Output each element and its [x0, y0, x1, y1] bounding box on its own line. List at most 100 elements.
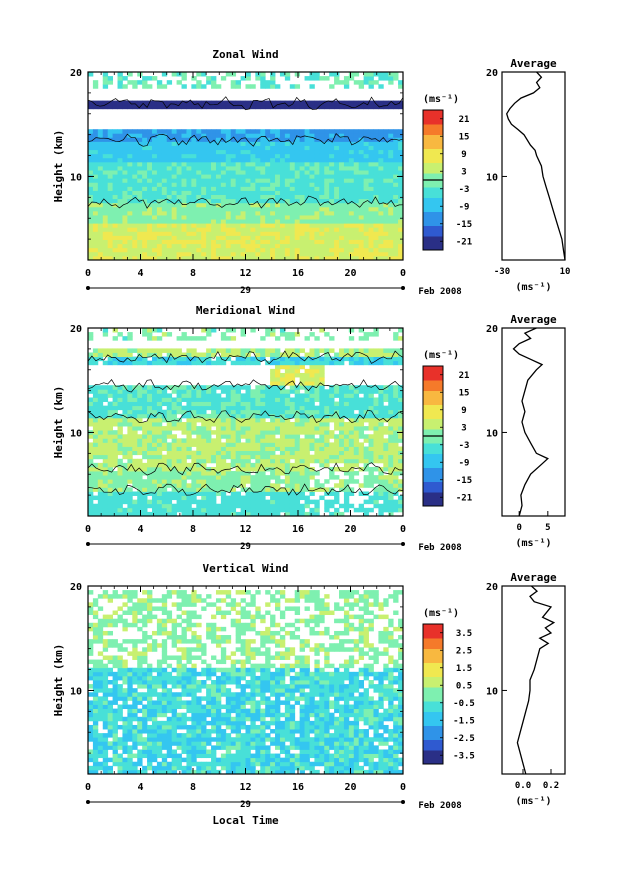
heatmap-cell: [166, 413, 173, 419]
heatmap-cell: [220, 243, 227, 249]
heatmap-cell: [92, 487, 99, 492]
heatmap-cell: [176, 153, 182, 159]
heatmap-cell: [132, 356, 138, 362]
heatmap-cell: [171, 247, 177, 253]
heatmap-cell: [92, 231, 99, 236]
heatmap-cell: [220, 483, 227, 488]
heatmap-cell: [191, 438, 197, 443]
y-tick-label: 10: [70, 428, 82, 439]
heatmap-cell: [240, 495, 246, 501]
heatmap-cell: [378, 491, 384, 496]
heatmap-cell: [166, 178, 173, 183]
heatmap-cell: [383, 149, 389, 155]
colorbar-segment: [423, 145, 443, 149]
heatmap-cell: [171, 100, 177, 106]
heatmap-cell: [304, 405, 310, 411]
heatmap-cell: [255, 352, 261, 358]
heatmap-cell: [255, 389, 261, 394]
heatmap-cell: [196, 149, 202, 155]
heatmap-cell: [299, 129, 305, 134]
heatmap-cell: [230, 251, 237, 257]
heatmap-cell: [398, 104, 403, 110]
heatmap-cell: [373, 129, 379, 134]
heatmap-cell: [235, 356, 241, 362]
heatmap-cell: [196, 133, 202, 138]
heatmap-cell: [393, 157, 399, 163]
heatmap-cell: [265, 243, 271, 249]
heatmap-cell: [156, 503, 163, 509]
heatmap-cell: [279, 198, 286, 204]
heatmap-cell: [299, 202, 305, 208]
heatmap-cell: [161, 438, 168, 443]
heatmap-cell: [299, 372, 305, 378]
heatmap-cell: [117, 430, 123, 435]
heatmap-cell: [122, 166, 128, 171]
heatmap-cell: [363, 243, 369, 249]
heatmap-cell: [240, 446, 246, 452]
heatmap-cell: [255, 446, 261, 452]
heatmap-cell: [319, 239, 325, 245]
heatmap-cell: [102, 716, 109, 722]
heatmap-cell: [147, 479, 153, 484]
heatmap-cell: [265, 182, 271, 187]
heatmap-cell: [225, 170, 232, 175]
heatmap-cell: [102, 72, 109, 77]
heatmap-cell: [161, 84, 168, 89]
heatmap-cell: [220, 495, 227, 501]
heatmap-cell: [358, 360, 365, 366]
heatmap-cell: [289, 215, 296, 220]
heatmap-cell: [334, 243, 340, 249]
heatmap-cell: [368, 170, 374, 175]
heatmap-cell: [363, 466, 369, 472]
heatmap-cell: [373, 360, 379, 366]
heatmap-cell: [339, 141, 345, 146]
heatmap-cell: [201, 149, 207, 155]
heatmap-cell: [319, 417, 325, 423]
heatmap-cell: [284, 231, 291, 236]
heatmap-cell: [171, 251, 177, 257]
heatmap-cell: [388, 487, 394, 492]
heatmap-cell: [196, 491, 202, 496]
heatmap-cell: [166, 422, 173, 427]
heatmap-cell: [329, 336, 335, 341]
heatmap-cell: [304, 442, 310, 447]
heatmap-cell: [171, 352, 177, 358]
heatmap-cell: [348, 442, 355, 447]
heatmap-cell: [284, 397, 291, 402]
heatmap-cell: [314, 166, 320, 171]
heatmap-cell: [220, 157, 227, 163]
heatmap-cell: [156, 413, 163, 419]
heatmap-cell: [250, 182, 256, 187]
heatmap-cell: [191, 487, 197, 492]
heatmap-cell: [324, 255, 330, 260]
heatmap-cell: [240, 210, 246, 216]
heatmap-cell: [388, 149, 394, 155]
heatmap-cell: [230, 190, 237, 196]
heatmap-cell: [161, 332, 168, 337]
heatmap-cell: [211, 393, 217, 398]
colorbar-tick-label: -15: [456, 220, 472, 230]
heatmap-cell: [348, 417, 355, 423]
heatmap-cell: [117, 166, 123, 171]
heatmap-cell: [334, 434, 340, 439]
heatmap-cell: [127, 202, 133, 208]
heatmap-cell: [368, 417, 374, 423]
heatmap-cell: [240, 215, 246, 220]
heatmap-cell: [88, 190, 94, 196]
heatmap-cell: [92, 426, 99, 431]
heatmap-cell: [220, 507, 227, 513]
heatmap-cell: [225, 446, 232, 452]
heatmap-cell: [388, 495, 394, 501]
heatmap-cell: [220, 397, 227, 402]
heatmap-cell: [122, 454, 128, 460]
heatmap-cell: [314, 426, 320, 431]
heatmap-cell: [230, 397, 237, 402]
heatmap-cell: [294, 413, 301, 419]
heatmap-cell: [284, 348, 291, 353]
heatmap-cell: [348, 328, 355, 333]
heatmap-cell: [132, 186, 138, 191]
heatmap-cell: [117, 356, 123, 362]
heatmap-cell: [383, 153, 389, 159]
heatmap-cell: [206, 397, 212, 402]
heatmap-cell: [363, 401, 369, 407]
